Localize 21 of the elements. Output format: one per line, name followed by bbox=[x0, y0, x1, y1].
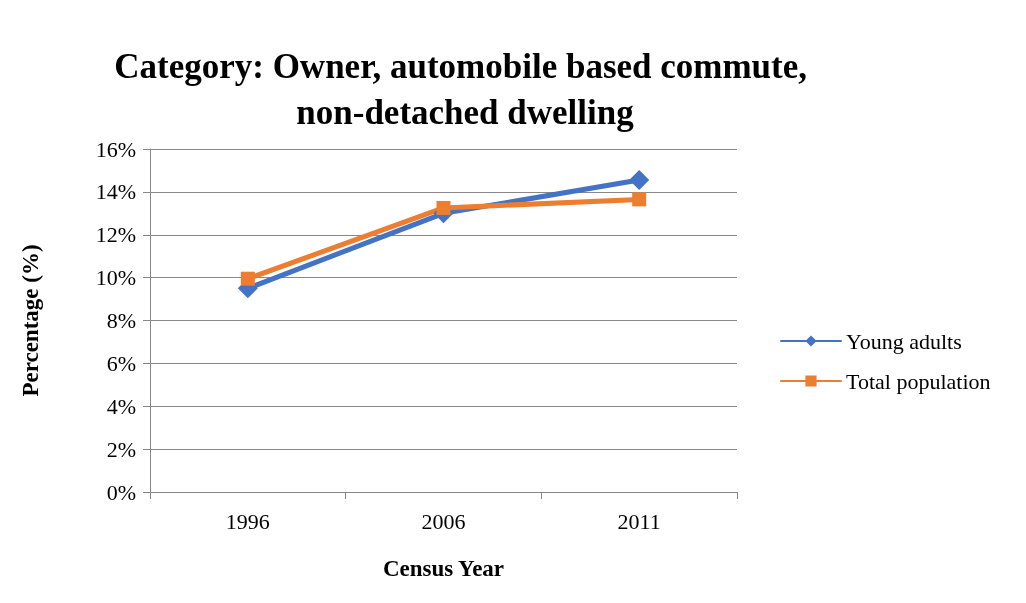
chart-title: Category: Owner, automobile based commute, non-detached dwelling bbox=[114, 46, 816, 132]
x-tick-label: 1996 bbox=[225, 508, 270, 534]
y-tick-label: 2% bbox=[106, 436, 136, 462]
y-tick-label: 4% bbox=[106, 393, 136, 419]
y-axis-title: Percentage (%) bbox=[18, 244, 43, 397]
y-tick-label: 14% bbox=[95, 179, 136, 205]
y-tick-label: 8% bbox=[106, 308, 136, 333]
legend-label: Total population bbox=[846, 368, 991, 394]
legend-label: Young adults bbox=[846, 328, 962, 354]
point bbox=[629, 170, 650, 191]
point bbox=[632, 192, 647, 207]
y-tick-label: 16% bbox=[95, 136, 136, 162]
x-tick-label: 2011 bbox=[617, 508, 661, 534]
y-tick-label: 0% bbox=[106, 479, 136, 505]
y-tick-label: 12% bbox=[95, 222, 136, 248]
x-tick-label: 2006 bbox=[421, 508, 466, 534]
point bbox=[240, 271, 255, 286]
y-tick-label: 6% bbox=[106, 350, 136, 376]
point bbox=[436, 200, 451, 215]
x-axis-title: Census Year bbox=[382, 556, 505, 581]
y-tick-label: 10% bbox=[95, 265, 136, 291]
